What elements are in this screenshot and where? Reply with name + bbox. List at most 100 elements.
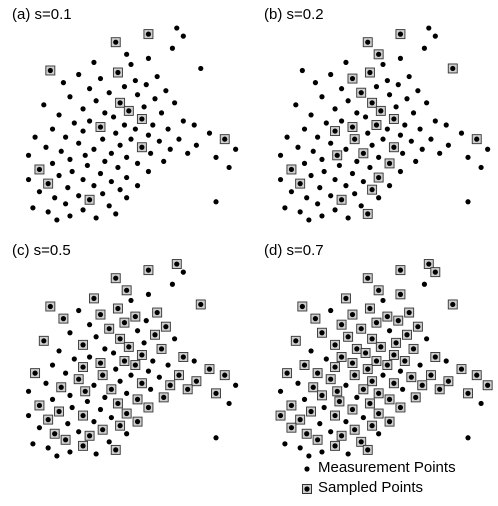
measurement-point [76,140,82,146]
sampled-point [80,443,86,449]
measurement-point [91,183,97,189]
measurement-point [124,195,130,201]
measurement-point [180,118,186,124]
sampled-point [397,31,404,37]
sampled-point [474,372,480,378]
panel-d: (d) s=0.7 [256,238,496,466]
measurement-point [124,390,130,396]
measurement-point [400,386,406,392]
sampled-point [376,390,382,396]
measurement-point [49,160,56,166]
sampled-point [76,376,82,382]
sampled-point [354,346,360,352]
measurement-point [91,59,97,65]
measurement-point [32,134,38,140]
sampled-point [360,386,366,392]
measurement-point [63,201,69,207]
sampled-point [391,116,397,122]
measurement-point [76,71,82,78]
sampled-point [222,136,228,142]
sampled-point [174,261,180,267]
sampled-point [124,410,130,417]
measurement-point [277,152,284,158]
measurement-point [458,130,465,136]
panel-title-b: (b) s=0.2 [264,6,324,23]
sampled-point [432,269,438,275]
measurement-point [395,82,401,88]
sampled-point [132,362,138,368]
measurement-point [421,45,428,51]
measurement-point [226,164,232,171]
sampled-point [332,342,338,348]
measurement-point [165,362,171,368]
measurement-point [102,394,108,400]
sampled-point [458,366,465,372]
measurement-point [213,435,219,441]
sampled-point [47,67,53,74]
measurement-point [380,136,386,142]
measurement-point [93,451,99,457]
sampled-point [47,303,53,310]
sampled-point [397,291,404,297]
measurement-point [445,142,451,148]
sampled-point-marker [300,479,314,497]
measurement-point [36,425,43,431]
sampled-point [185,386,191,392]
sampled-point [97,124,104,130]
panel-title-d: (d) s=0.7 [264,242,324,259]
measurement-point [284,134,290,140]
measurement-point [67,213,73,219]
measurement-point [299,67,305,74]
sampled-point [113,39,119,45]
measurement-point [176,136,182,142]
sampled-point [319,392,325,398]
measurement-point [352,191,358,197]
sampled-point [376,51,382,57]
sampled-point [369,423,375,429]
sampled-point [474,136,480,142]
measurement-point [76,307,82,314]
sampled-point [139,352,145,358]
sampled-point [91,295,97,301]
sampled-point [134,419,141,425]
measurement-point [108,178,114,185]
measurement-point [84,162,90,169]
legend-label-sampled: Sampled Points [318,479,424,496]
sampled-point [367,400,373,407]
measurement-point [67,156,73,162]
measurement-point [106,203,112,209]
measurement-point [91,382,97,388]
measurement-point [91,146,97,152]
sampled-point [445,378,451,384]
measurement-point [56,348,62,354]
measurement-point [293,102,299,108]
measurement-point [380,61,386,68]
measurement-point [437,150,443,156]
sampled-point [338,197,345,203]
sampled-point [373,320,380,326]
measurement-point [386,92,393,98]
sampled-point [176,372,182,378]
sampled-point [367,305,373,312]
sampled-point [206,366,213,372]
sampled-point [154,309,160,316]
measurement-point [384,77,390,84]
sampled-point [376,410,382,417]
sampled-point [277,412,284,419]
sampled-point [288,166,295,173]
measurement-point [128,372,134,378]
measurement-point [478,164,484,171]
sampled-point [369,187,375,193]
sampled-point [193,378,199,384]
panel-b: (b) s=0.2 [256,2,496,230]
sampled-point [315,437,321,443]
sampled-point [113,447,119,453]
sampled-point [297,417,303,423]
measurement-point [102,158,108,164]
measurement-point [432,118,438,124]
measurement-point [167,146,173,152]
sampled-point [450,65,456,72]
measurement-point [108,150,114,156]
sampled-point [310,384,316,390]
measurement-point [373,84,380,90]
